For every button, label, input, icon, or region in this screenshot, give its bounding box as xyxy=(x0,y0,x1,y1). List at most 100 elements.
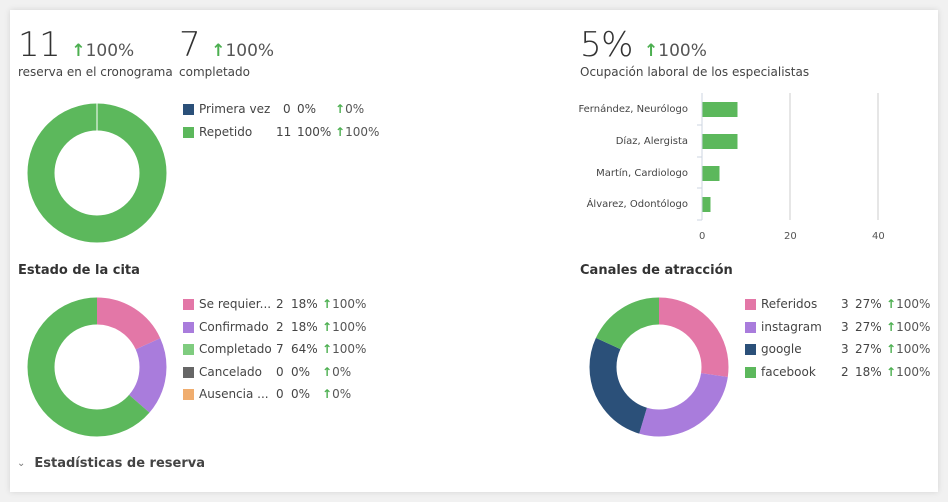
legend-item[interactable]: Referidos 3 27% ↑100% xyxy=(745,295,935,313)
legend-label: facebook xyxy=(761,365,816,379)
legend-item[interactable]: Ausencia ... 0 0% ↑0% xyxy=(183,385,393,403)
legend-pct: 100% xyxy=(297,125,332,139)
legend-change: 100% xyxy=(332,320,367,334)
legend-swatch xyxy=(745,366,756,378)
legend-item[interactable]: instagram 3 27% ↑100% xyxy=(745,318,935,336)
arrow-up-icon: ↑ xyxy=(71,41,86,61)
legend-change: 0% xyxy=(332,387,352,401)
kpi-label: completado xyxy=(179,65,250,79)
legend-change: 100% xyxy=(345,125,380,139)
legend-pct: 27% xyxy=(855,342,882,356)
kpi-value: 11 xyxy=(18,25,61,65)
legend-item[interactable]: facebook 2 18% ↑100% xyxy=(745,363,935,381)
channels-donut-chart[interactable] xyxy=(589,297,729,437)
arrow-up-icon: ↑ xyxy=(322,297,333,311)
legend-count: 2 xyxy=(276,320,284,334)
legend-swatch xyxy=(745,298,756,310)
patient-type-donut-chart[interactable] xyxy=(27,103,167,243)
legend-pct: 18% xyxy=(855,365,882,379)
chevron-down-icon: ⌄ xyxy=(17,458,26,469)
legend-change: 100% xyxy=(332,297,367,311)
legend-label: Primera vez xyxy=(199,102,271,116)
statistics-card xyxy=(10,10,938,492)
kpi-value: 5% xyxy=(580,25,633,65)
kpi-value: 7 xyxy=(179,25,201,65)
legend-change: 100% xyxy=(332,342,367,356)
legend-label: instagram xyxy=(761,320,822,334)
bar-label: Díaz, Alergista xyxy=(615,136,688,147)
legend-count: 3 xyxy=(841,320,849,334)
legend-swatch xyxy=(745,343,756,355)
arrow-up-icon: ↑ xyxy=(644,41,659,61)
legend-count: 11 xyxy=(276,125,292,139)
kpi-change: 100% xyxy=(225,41,275,61)
legend-item[interactable]: google 3 27% ↑100% xyxy=(745,340,935,358)
legend-count: 3 xyxy=(841,297,849,311)
kpi-occupancy: 5% ↑100% xyxy=(580,28,707,62)
legend-count: 3 xyxy=(841,342,849,356)
channels-title: Canales de atracción xyxy=(580,263,733,278)
legend-count: 0 xyxy=(276,387,284,401)
bar[interactable] xyxy=(702,166,720,181)
legend-change: 100% xyxy=(896,365,931,379)
arrow-up-icon: ↑ xyxy=(335,125,346,139)
legend-swatch xyxy=(183,126,194,138)
legend-change: 100% xyxy=(896,342,931,356)
legend-count: 7 xyxy=(276,342,284,356)
legend-item[interactable]: Primera vez 0 0% ↑0% xyxy=(183,100,393,118)
arrow-up-icon: ↑ xyxy=(322,320,333,334)
legend-pct: 0% xyxy=(291,387,311,401)
bar-plot-area xyxy=(697,93,879,221)
legend-item[interactable]: Repetido 11 100% ↑100% xyxy=(183,123,393,141)
legend-swatch xyxy=(183,321,194,333)
legend-item[interactable]: Se requier... 2 18% ↑100% xyxy=(183,295,393,313)
bar-label: Fernández, Neurólogo xyxy=(578,104,688,115)
legend-swatch xyxy=(183,388,194,400)
legend-change: 0% xyxy=(332,365,352,379)
legend-label: Referidos xyxy=(761,297,818,311)
legend-swatch xyxy=(183,343,194,355)
arrow-up-icon: ↑ xyxy=(211,41,226,61)
kpi-label: reserva en el cronograma xyxy=(18,65,173,79)
bar[interactable] xyxy=(702,102,738,117)
bar[interactable] xyxy=(702,197,711,212)
x-tick: 40 xyxy=(872,231,885,242)
x-tick: 20 xyxy=(784,231,797,242)
arrow-up-icon: ↑ xyxy=(886,320,897,334)
legend-count: 2 xyxy=(276,297,284,311)
legend-label: Cancelado xyxy=(199,365,262,379)
legend-item[interactable]: Cancelado 0 0% ↑0% xyxy=(183,363,393,381)
legend-pct: 0% xyxy=(297,102,317,116)
legend-pct: 18% xyxy=(291,320,318,334)
legend-pct: 18% xyxy=(291,297,318,311)
legend-swatch xyxy=(183,103,194,115)
arrow-up-icon: ↑ xyxy=(322,342,333,356)
legend-label: Repetido xyxy=(199,125,253,139)
legend-item[interactable]: Confirmado 2 18% ↑100% xyxy=(183,318,393,336)
appointment-status-donut-chart[interactable] xyxy=(27,297,167,437)
legend-label: google xyxy=(761,342,802,356)
legend-label: Confirmado xyxy=(199,320,269,334)
legend-label: Completado xyxy=(199,342,272,356)
kpi-change: 100% xyxy=(85,41,135,61)
legend-pct: 27% xyxy=(855,320,882,334)
arrow-up-icon: ↑ xyxy=(886,297,897,311)
legend-pct: 64% xyxy=(291,342,318,356)
bar[interactable] xyxy=(702,134,738,149)
bar-label: Álvarez, Odontólogo xyxy=(586,199,688,210)
legend-change: 100% xyxy=(896,320,931,334)
arrow-up-icon: ↑ xyxy=(335,102,346,116)
legend-change: 0% xyxy=(345,102,365,116)
booking-stats-toggle[interactable]: ⌄ Estadísticas de reserva xyxy=(17,456,205,471)
legend-label: Ausencia ... xyxy=(199,387,269,401)
arrow-up-icon: ↑ xyxy=(322,365,333,379)
legend-item[interactable]: Completado 7 64% ↑100% xyxy=(183,340,393,358)
legend-count: 2 xyxy=(841,365,849,379)
legend-swatch xyxy=(183,298,194,310)
kpi-label: Ocupación laboral de los especialistas xyxy=(580,65,810,79)
arrow-up-icon: ↑ xyxy=(886,342,897,356)
legend-count: 0 xyxy=(283,102,291,116)
legend-swatch xyxy=(183,366,194,378)
bar-label: Martín, Cardiologo xyxy=(596,168,688,179)
legend-change: 100% xyxy=(896,297,931,311)
